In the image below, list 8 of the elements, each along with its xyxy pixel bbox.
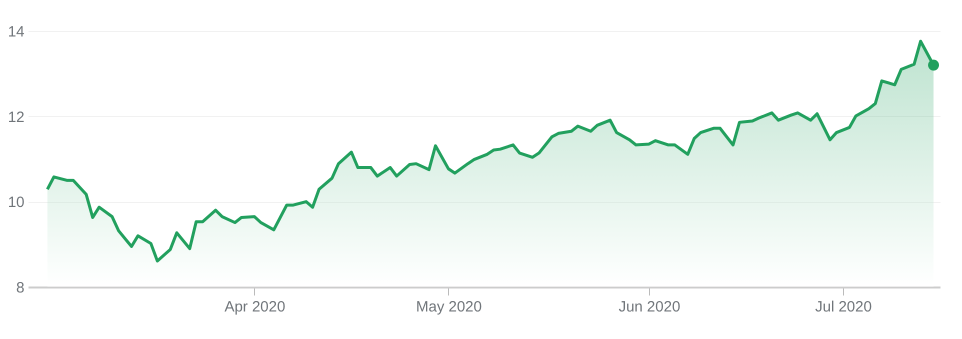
x-tick-label: Jun 2020 — [618, 298, 680, 316]
y-tick-label: 10 — [8, 194, 24, 212]
x-tick-label: May 2020 — [416, 298, 482, 316]
x-tick-label: Apr 2020 — [224, 298, 286, 316]
x-tick-label: Jul 2020 — [815, 298, 872, 316]
y-tick-label: 12 — [8, 108, 24, 126]
y-tick-label: 8 — [16, 280, 24, 296]
y-tick-label: 14 — [8, 24, 24, 40]
